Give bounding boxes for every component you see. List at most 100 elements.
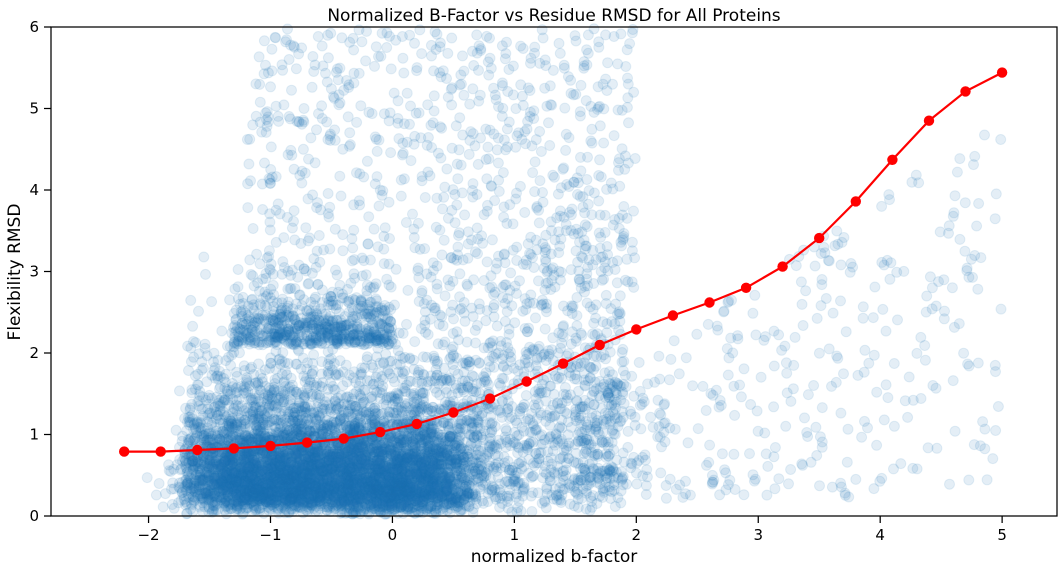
scatter-point xyxy=(370,470,381,482)
scatter-point xyxy=(159,488,171,500)
scatter-point xyxy=(303,469,315,481)
scatter-point xyxy=(259,459,271,471)
scatter-point xyxy=(238,485,250,497)
scatter-point xyxy=(311,490,323,502)
scatter-point xyxy=(454,456,466,468)
scatter-point xyxy=(291,475,303,486)
scatter-point xyxy=(208,500,220,512)
scatter-point xyxy=(484,460,496,472)
scatter-point xyxy=(264,480,276,492)
scatter-point xyxy=(411,492,423,504)
scatter-point xyxy=(283,506,295,518)
scatter-point xyxy=(350,417,362,429)
scatter-point xyxy=(170,424,182,436)
scatter-point xyxy=(347,486,359,498)
scatter-point xyxy=(356,398,368,410)
scatter-point xyxy=(236,428,248,440)
scatter-point xyxy=(262,484,274,496)
scatter-point xyxy=(470,473,482,485)
scatter-point xyxy=(385,487,397,499)
scatter-point xyxy=(419,454,431,466)
scatter-point xyxy=(274,451,286,463)
scatter-point xyxy=(300,494,312,506)
scatter-point xyxy=(464,496,476,508)
scatter-point xyxy=(267,493,279,505)
scatter-point xyxy=(383,438,395,450)
scatter-point xyxy=(350,480,362,492)
scatter-point xyxy=(230,466,242,478)
scatter-point xyxy=(373,452,385,464)
scatter-point xyxy=(287,464,299,476)
scatter-point xyxy=(347,485,359,497)
scatter-point xyxy=(249,413,261,425)
scatter-point xyxy=(377,444,389,456)
scatter-point xyxy=(392,442,404,453)
scatter-point xyxy=(415,490,427,501)
scatter-point xyxy=(261,482,273,494)
scatter-point xyxy=(387,442,399,454)
scatter-point xyxy=(374,458,386,469)
scatter-point xyxy=(238,494,250,506)
scatter-point xyxy=(376,472,388,484)
scatter-point xyxy=(310,464,322,476)
scatter-point xyxy=(386,495,398,507)
scatter-point xyxy=(373,472,384,484)
scatter-point xyxy=(254,484,266,495)
scatter-point xyxy=(379,466,391,478)
scatter-point xyxy=(163,459,175,471)
scatter-point xyxy=(335,457,347,469)
scatter-point xyxy=(386,459,398,471)
scatter-point xyxy=(340,453,352,465)
scatter-point xyxy=(277,396,289,408)
scatter-point xyxy=(451,478,463,490)
scatter-point xyxy=(424,482,436,494)
scatter-point xyxy=(384,432,396,444)
scatter-point xyxy=(398,434,410,446)
scatter-point xyxy=(366,475,378,487)
scatter-point xyxy=(387,473,398,485)
scatter-point xyxy=(398,466,410,478)
scatter-point xyxy=(440,476,452,488)
scatter-point xyxy=(374,393,386,405)
scatter-point xyxy=(434,446,446,458)
scatter-point xyxy=(328,498,340,510)
scatter-point xyxy=(301,474,313,486)
scatter-point xyxy=(369,488,381,499)
scatter-point xyxy=(157,501,169,513)
scatter-point xyxy=(362,475,373,487)
scatter-point xyxy=(341,483,353,495)
scatter-point xyxy=(446,389,458,401)
scatter-point xyxy=(269,472,281,484)
scatter-point xyxy=(220,474,232,486)
scatter-point xyxy=(187,455,199,467)
scatter-point xyxy=(327,460,339,472)
scatter-point xyxy=(341,470,353,482)
scatter-point xyxy=(327,451,339,463)
scatter-point xyxy=(371,464,383,476)
scatter-point xyxy=(301,491,313,503)
scatter-point xyxy=(415,456,427,468)
scatter-point xyxy=(454,431,466,443)
scatter-point xyxy=(278,473,290,485)
scatter-point xyxy=(399,467,411,479)
scatter-point xyxy=(328,503,340,515)
scatter-point xyxy=(417,491,429,503)
scatter-point xyxy=(315,465,327,477)
scatter-point xyxy=(299,468,311,480)
scatter-point xyxy=(321,473,333,484)
scatter-point xyxy=(420,460,432,472)
scatter-point xyxy=(236,470,248,481)
scatter-point xyxy=(141,472,153,484)
scatter-point xyxy=(329,478,341,490)
scatter-point xyxy=(498,451,510,463)
scatter-point xyxy=(422,502,434,514)
scatter-point xyxy=(347,445,359,457)
scatter-point xyxy=(262,478,274,490)
scatter-point xyxy=(354,479,366,491)
scatter-point xyxy=(433,464,445,476)
scatter-point xyxy=(400,490,412,502)
scatter-point xyxy=(283,483,295,495)
scatter-point xyxy=(293,396,305,408)
scatter-point xyxy=(253,434,265,446)
scatter-point xyxy=(448,449,460,461)
